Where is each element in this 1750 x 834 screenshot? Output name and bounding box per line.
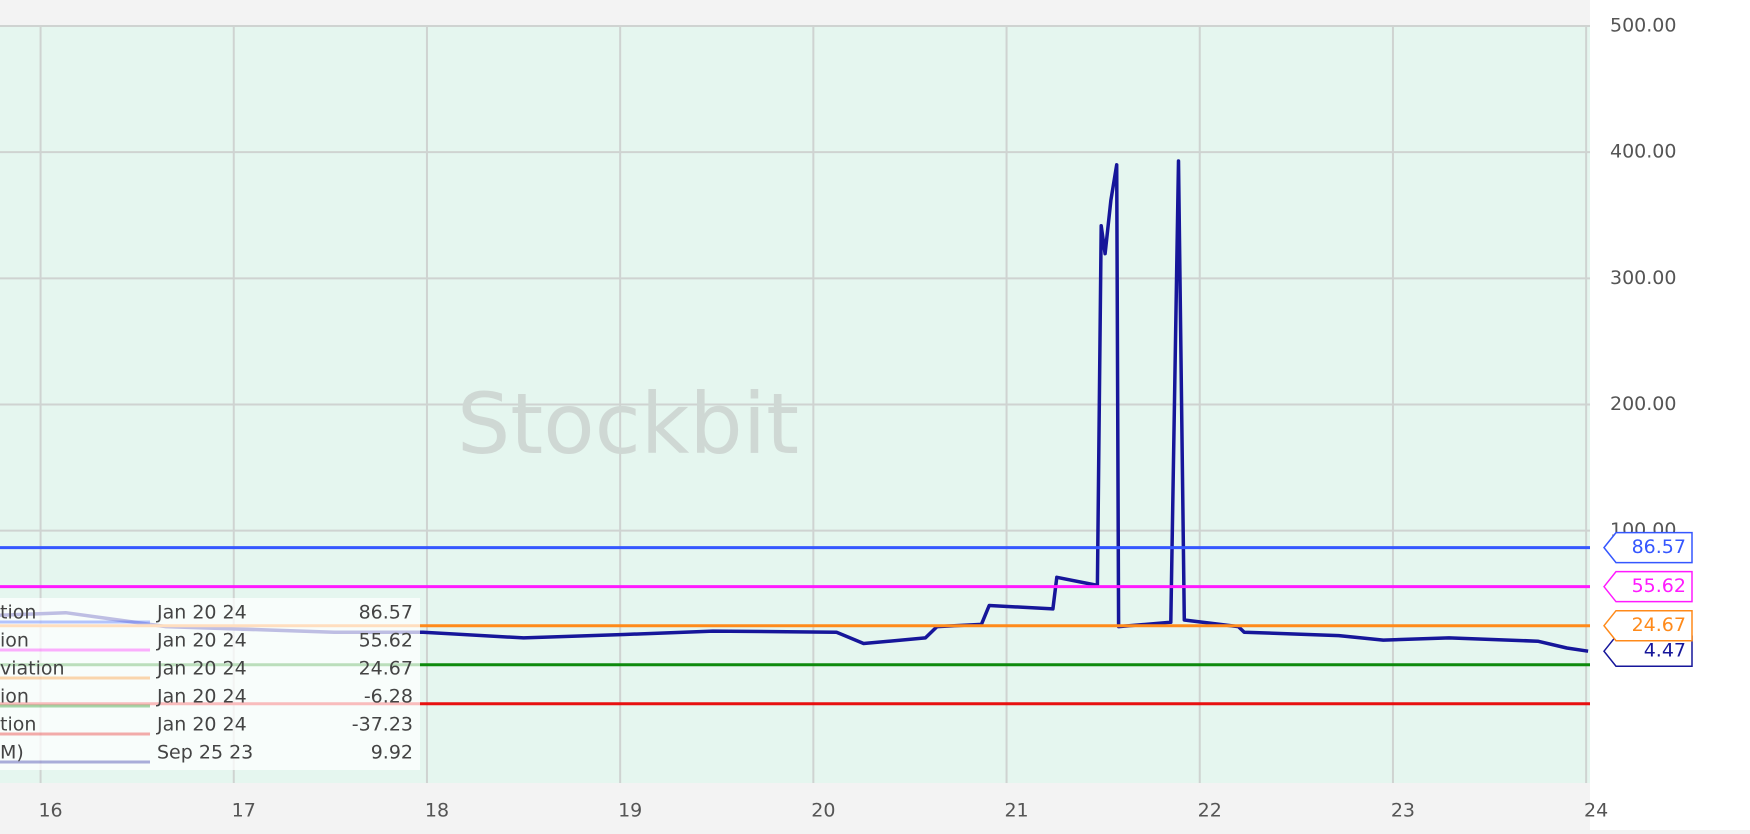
flag-label: 86.57 (1632, 536, 1686, 558)
legend-date: Jan 20 24 (156, 630, 247, 652)
legend-value: 55.62 (359, 630, 413, 652)
legend-name: ion (0, 630, 29, 652)
legend-date: Jan 20 24 (156, 714, 247, 736)
legend-date: Jan 20 24 (156, 686, 247, 708)
chart: Stockbit tion Jan 20 24 86.57 ion Jan 20 24 5… (0, 0, 1750, 830)
legend-value: -37.23 (352, 714, 413, 736)
legend-name: tion (0, 602, 36, 624)
axis-panel (1590, 0, 1750, 830)
legend-date: Sep 25 23 (157, 742, 253, 764)
legend-value: -6.28 (364, 686, 413, 708)
y-tick-label: 200.00 (1610, 393, 1676, 415)
x-tick-label: 24 (1584, 800, 1608, 822)
x-tick-label: 23 (1391, 800, 1415, 822)
x-tick-label: 19 (618, 800, 642, 822)
legend-date: Jan 20 24 (156, 658, 247, 680)
legend-name: M) (0, 742, 24, 764)
page: {"chart_data": { "type": "line", "waterm… (0, 0, 1750, 830)
x-tick-label: 17 (232, 800, 256, 822)
x-tick-label: 18 (425, 800, 449, 822)
watermark: Stockbit (457, 375, 799, 473)
flag-label: 4.47 (1644, 640, 1686, 662)
flag-label: 24.67 (1632, 614, 1686, 636)
y-tick-label: 300.00 (1610, 267, 1676, 289)
legend: tion Jan 20 24 86.57 ion Jan 20 24 55.62 viati… (0, 598, 420, 770)
x-tick-label: 16 (38, 800, 62, 822)
x-tick-label: 22 (1198, 800, 1222, 822)
y-tick-label: 500.00 (1610, 15, 1676, 37)
legend-value: 24.67 (359, 658, 413, 680)
x-tick-label: 21 (1004, 800, 1028, 822)
legend-name: tion (0, 714, 36, 736)
legend-name: viation (0, 658, 65, 680)
x-tick-label: 20 (811, 800, 835, 822)
legend-name: ion (0, 686, 29, 708)
y-tick-label: 400.00 (1610, 141, 1676, 163)
legend-value: 9.92 (371, 742, 413, 764)
flag-label: 55.62 (1632, 575, 1686, 597)
legend-date: Jan 20 24 (156, 602, 247, 624)
legend-value: 86.57 (359, 602, 413, 624)
